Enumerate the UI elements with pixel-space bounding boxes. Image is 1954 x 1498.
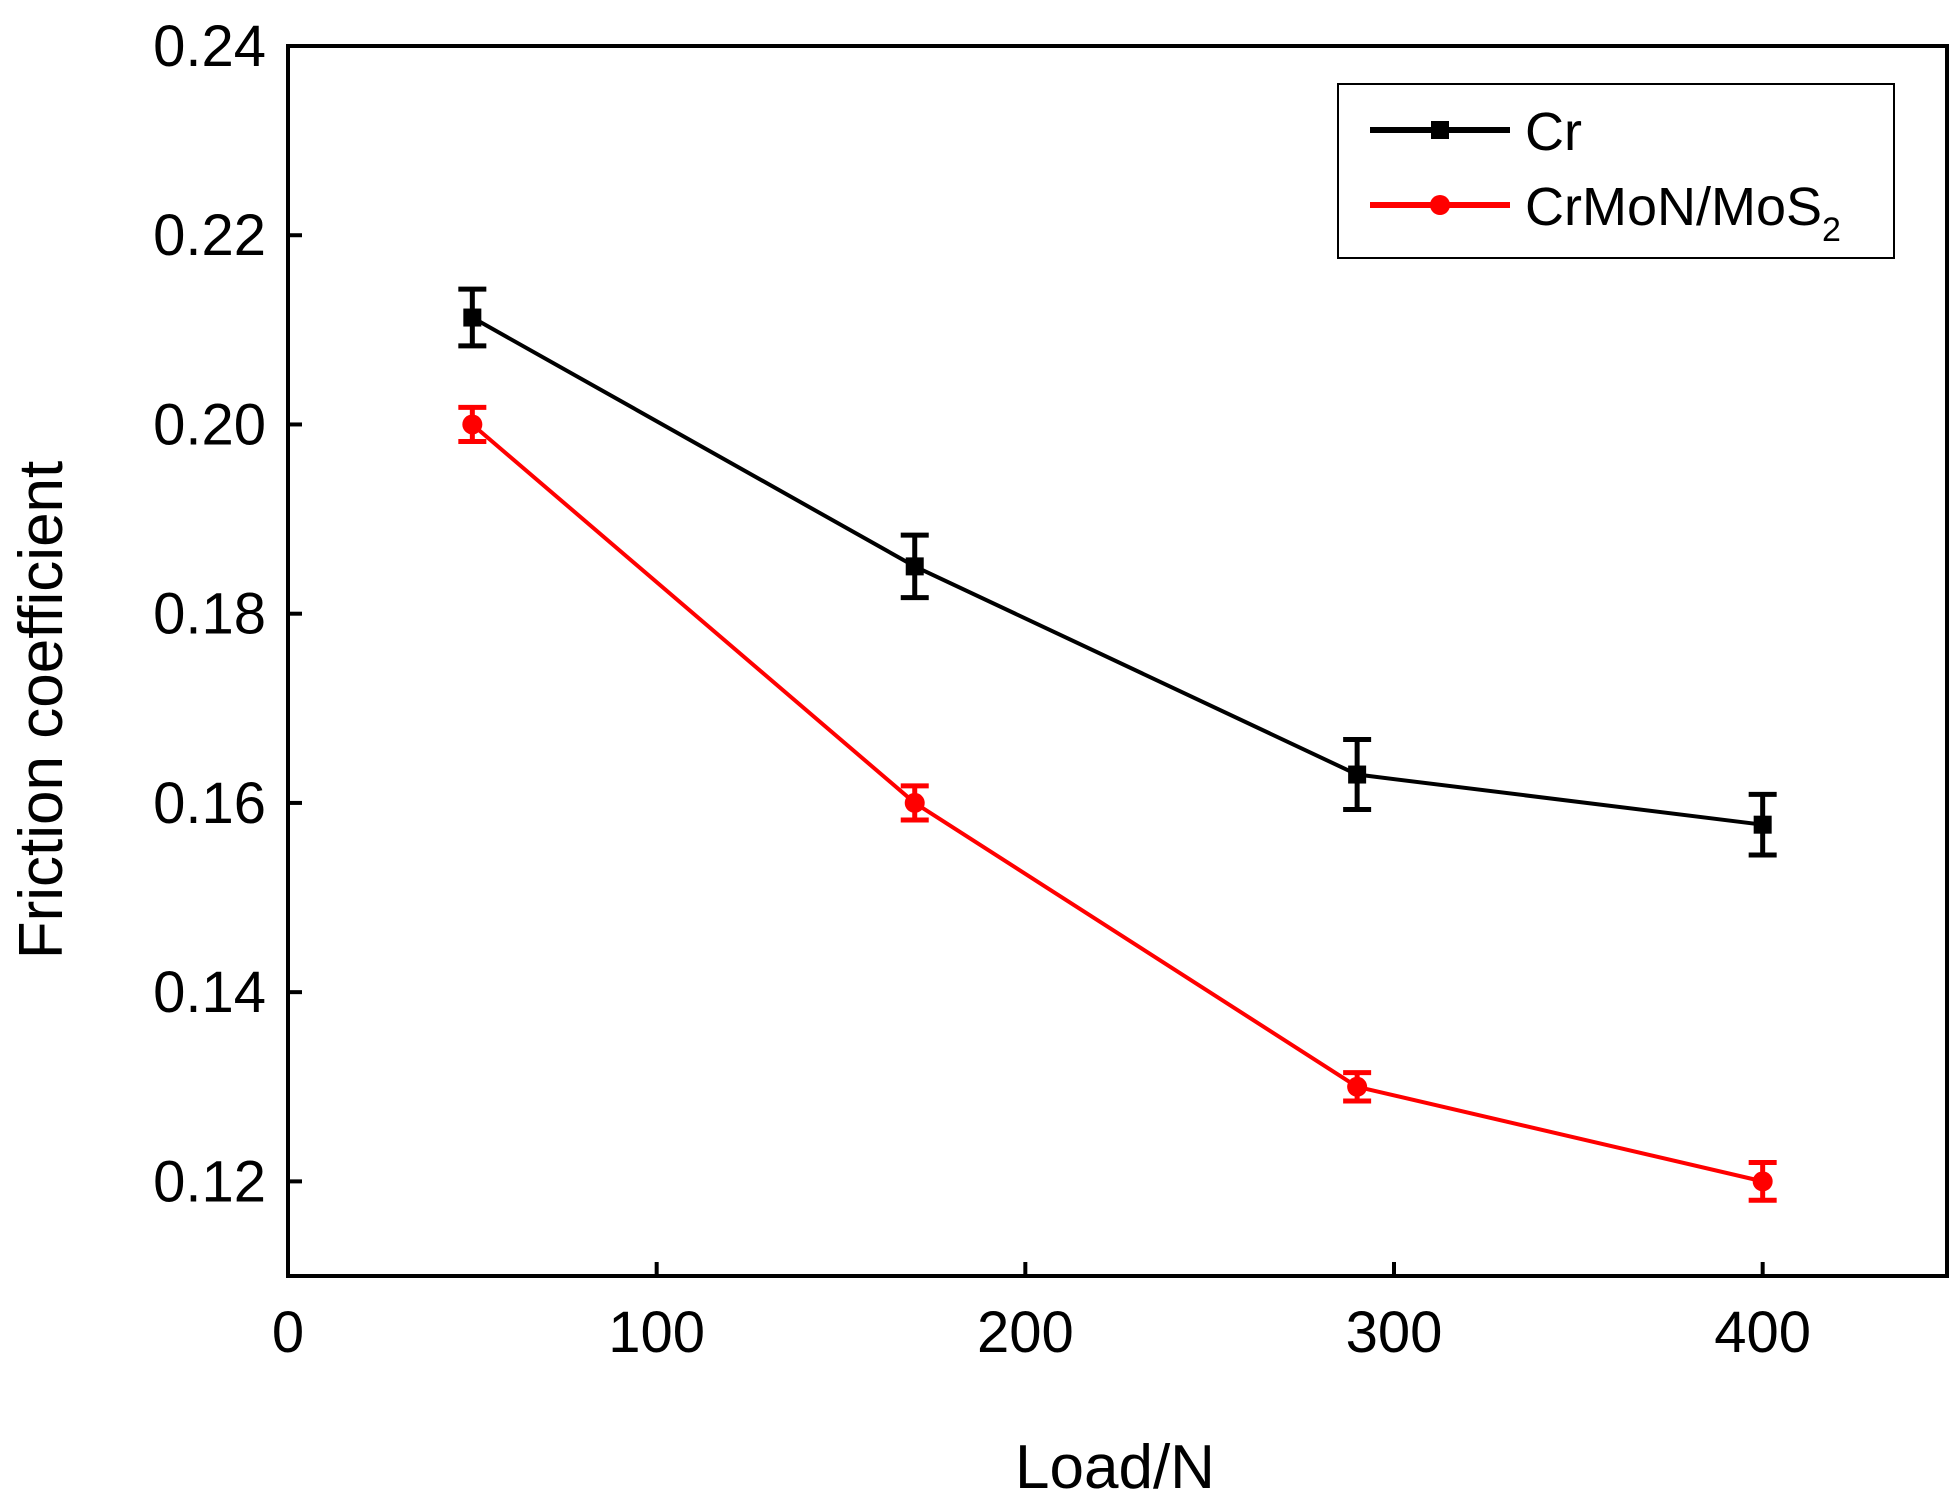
y-tick-label: 0.20 xyxy=(153,392,266,457)
y-tick-label: 0.22 xyxy=(153,203,266,268)
legend-marker-cr xyxy=(1431,121,1449,139)
x-tick-label: 200 xyxy=(977,1300,1074,1365)
x-axis-title: Load/N xyxy=(1015,1433,1215,1498)
x-tick-label: 300 xyxy=(1346,1300,1443,1365)
series-cr xyxy=(458,286,1777,858)
data-point xyxy=(905,557,924,576)
x-tick-label: 400 xyxy=(1714,1300,1811,1365)
legend-marker-crmon-mos2 xyxy=(1430,195,1450,215)
y-tick-label: 0.24 xyxy=(153,14,266,79)
data-point xyxy=(1752,1171,1773,1192)
data-series xyxy=(458,286,1777,1203)
y-tick-label: 0.14 xyxy=(153,960,266,1025)
legend-label-crmon-mos2-sub: 2 xyxy=(1822,211,1841,249)
y-tick-label: 0.12 xyxy=(153,1149,266,1214)
series-line-cr xyxy=(471,315,1763,827)
data-point xyxy=(1348,765,1367,784)
y-axis-title: Friction coefficient xyxy=(7,461,76,960)
y-tick-label: 0.16 xyxy=(153,771,266,836)
x-tick-label: 100 xyxy=(608,1300,705,1365)
legend-label-crmon-mos2-main: CrMoN/MoS xyxy=(1525,177,1822,237)
legend: Cr CrMoN/MoS2 xyxy=(1337,83,1895,259)
y-tick-label: 0.18 xyxy=(153,582,266,647)
series-line-crmon-mos2 xyxy=(471,422,1764,1184)
data-point xyxy=(462,414,483,435)
x-tick-label: 0 xyxy=(272,1300,304,1365)
plot-area xyxy=(286,44,1949,1278)
legend-label-crmon-mos2: CrMoN/MoS2 xyxy=(1525,177,1841,249)
legend-box xyxy=(1337,83,1895,259)
legend-label-cr-text: Cr xyxy=(1525,102,1582,162)
legend-label-cr: Cr xyxy=(1525,102,1582,162)
data-point xyxy=(1347,1076,1368,1097)
data-point xyxy=(463,308,482,327)
data-point xyxy=(1753,815,1772,834)
axis-tick-labels: 0 100 200 300 400 0.12 0.14 0.16 0.18 0.20 0.22 0.2… xyxy=(153,14,1811,1365)
axis-ticks xyxy=(286,44,1765,1276)
data-point xyxy=(904,792,925,813)
series-crmon-mos2 xyxy=(458,404,1777,1203)
plot-frame xyxy=(286,44,1949,1278)
